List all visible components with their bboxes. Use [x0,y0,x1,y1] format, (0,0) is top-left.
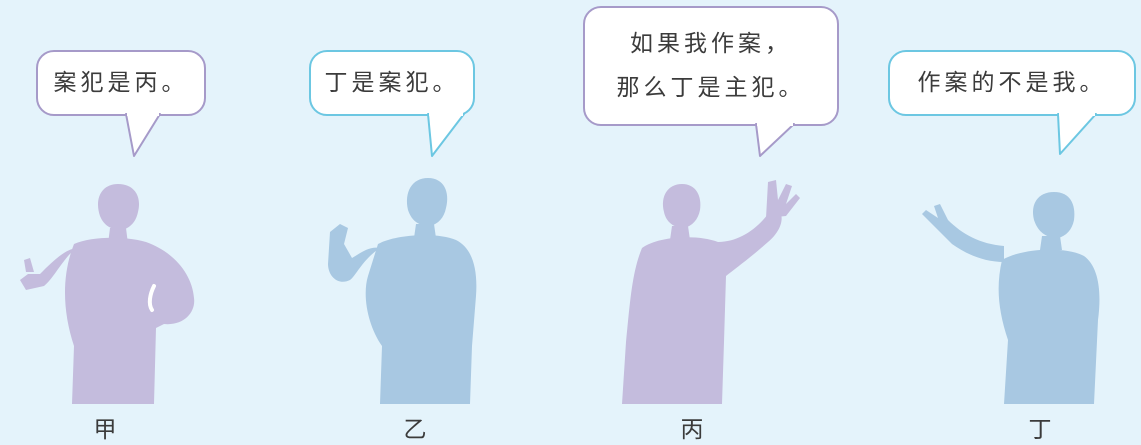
person-silhouette-bing [622,180,800,404]
speech-bubble-tail [125,112,161,157]
speech-bubble-tail [427,112,465,157]
speaker-name-jia: 甲 [93,417,117,443]
statement-line: 如果我作案， [630,31,792,57]
speech-bubble-yi: 丁是案犯。 [309,50,475,116]
statement-line: 那么丁是主犯。 [616,75,806,101]
speech-bubble-ding: 作案的不是我。 [888,50,1136,116]
person-silhouette-jia [20,184,195,404]
speaker-name-bing: 丙 [680,417,704,443]
statement-line: 丁是案犯。 [324,70,460,96]
statement-line: 案犯是丙。 [53,70,189,96]
speaker-name-yi: 乙 [403,417,427,443]
speech-bubble-tail [755,122,795,157]
person-silhouette-ding [922,192,1100,404]
speech-bubble-bing: 如果我作案， 那么丁是主犯。 [583,6,839,126]
speech-bubble-tail [1057,112,1097,155]
person-silhouette-yi [328,178,477,404]
speech-bubble-jia: 案犯是丙。 [36,50,206,116]
speaker-name-ding: 丁 [1028,417,1052,443]
statement-line: 作案的不是我。 [917,70,1107,96]
